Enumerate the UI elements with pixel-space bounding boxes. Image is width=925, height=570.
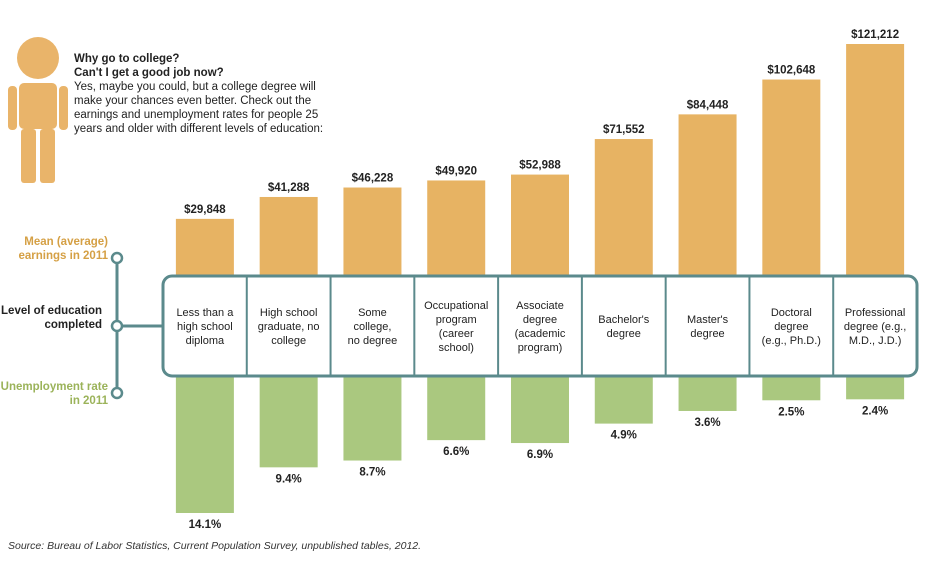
education-level-line: degree	[607, 328, 641, 340]
intro-question-1: Why go to college?	[74, 53, 180, 65]
connector-node	[110, 319, 124, 333]
connector-node	[110, 386, 124, 400]
earnings-value-label: $41,288	[268, 182, 310, 194]
earnings-value-label: $84,448	[687, 99, 729, 111]
education-level-category: Professional degree (e.g., M.D., J.D.)	[844, 307, 906, 347]
unemployment-value-label: 9.4%	[276, 473, 302, 485]
unemployment-bars: 14.1% 9.4% 8.7% 6.6% 6.9% 4.9% 3.6% 2.5% 2.4%	[175, 376, 905, 531]
earnings-bar	[175, 218, 234, 276]
earnings-bar	[427, 180, 486, 276]
education-level-label: Level of education completed	[1, 305, 102, 331]
education-level-line: no degree	[348, 335, 398, 347]
intro-text: Why go to college? Can't I get a good jo…	[74, 52, 334, 136]
education-level-line: degree (e.g.,	[844, 321, 906, 333]
education-level-category: Some college, no degree	[348, 307, 398, 347]
education-box-frame	[161, 274, 919, 378]
education-level-line: Less than a	[176, 307, 234, 319]
education-level-line: Professional	[845, 307, 906, 319]
unemployment-bar	[846, 376, 905, 400]
earnings-bars: $29,848 $41,288 $46,228 $49,920 $52,988 $71,5…	[175, 29, 905, 277]
education-level-line: diploma	[186, 335, 225, 347]
education-level-line: graduate, no	[258, 321, 320, 333]
unemployment-value-label: 4.9%	[611, 430, 637, 442]
education-level-category: Occupational program (career school)	[424, 300, 488, 354]
unemployment-value-label: 6.9%	[527, 449, 553, 461]
unemployment-bar	[175, 376, 234, 513]
education-level-line: (academic	[515, 328, 566, 340]
earnings-value-label: $102,648	[767, 65, 816, 77]
earnings-bar	[846, 44, 905, 276]
education-level-line: Master's	[687, 314, 729, 326]
unemployment-value-label: 6.6%	[443, 446, 469, 458]
education-level-line: Doctoral	[771, 307, 812, 319]
earnings-bar	[511, 174, 569, 276]
unemployment-bar	[343, 376, 402, 461]
unemployment-value-label: 8.7%	[359, 467, 385, 479]
education-level-line: degree	[523, 314, 557, 326]
earnings-value-label: $29,848	[184, 204, 226, 216]
earnings-bar	[259, 196, 318, 276]
unemployment-value-label: 2.4%	[862, 405, 888, 417]
education-level-category: High school graduate, no college	[258, 307, 320, 347]
intro-body: Yes, maybe you could, but a college degr…	[74, 81, 324, 135]
unemployment-axis-label: Unemployment rate in 2011	[0, 381, 108, 407]
person-right-leg	[40, 129, 55, 183]
person-right-arm	[59, 86, 68, 130]
education-level-category: Less than a high school diploma	[176, 307, 234, 347]
unemployment-value-label: 14.1%	[189, 519, 222, 531]
earnings-value-label: $121,212	[851, 29, 899, 41]
unemployment-bar	[259, 376, 318, 468]
earnings-axis-label: Mean (average) earnings in 2011	[18, 236, 109, 262]
source-note: Source: Bureau of Labor Statistics, Curr…	[8, 540, 422, 552]
education-level-line: (career	[439, 328, 474, 340]
education-level-line: Bachelor's	[598, 314, 650, 326]
unemployment-bar	[427, 376, 486, 441]
education-level-category: Associate degree (academic program)	[515, 300, 566, 354]
earnings-value-label: $49,920	[435, 165, 477, 177]
person-left-arm	[8, 86, 17, 130]
education-level-box: Less than a high school diploma High school…	[161, 274, 919, 378]
unemployment-value-label: 2.5%	[778, 406, 804, 418]
person-head	[17, 37, 59, 79]
education-level-line: college	[271, 335, 306, 347]
label-connectors	[110, 251, 163, 400]
education-level-line: (e.g., Ph.D.)	[762, 335, 821, 347]
education-level-line: program	[436, 314, 477, 326]
person-icon	[8, 37, 68, 183]
unemployment-bar	[762, 376, 821, 401]
education-level-line: High school	[260, 307, 317, 319]
unemployment-value-label: 3.6%	[694, 417, 720, 429]
unemployment-bar	[594, 376, 653, 424]
intro-question-2: Can't I get a good job now?	[74, 67, 224, 79]
unemployment-bar	[678, 376, 737, 411]
earnings-bar	[678, 114, 737, 276]
earnings-value-label: $71,552	[603, 124, 645, 136]
education-level-line: high school	[177, 321, 233, 333]
education-level-line: degree	[690, 328, 724, 340]
earnings-value-label: $52,988	[519, 160, 561, 172]
person-left-leg	[21, 129, 36, 183]
earnings-bar	[594, 139, 653, 276]
person-torso	[19, 83, 57, 129]
education-level-category: Doctoral degree (e.g., Ph.D.)	[762, 307, 821, 347]
earnings-value-label: $46,228	[352, 173, 394, 185]
education-level-line: M.D., J.D.)	[849, 335, 902, 347]
education-level-line: degree	[774, 321, 808, 333]
education-level-category: Master's degree	[687, 314, 729, 340]
education-level-category: Bachelor's degree	[598, 314, 650, 340]
unemployment-bar	[511, 376, 569, 444]
education-level-line: program)	[518, 342, 563, 354]
education-level-line: Some	[358, 307, 387, 319]
earnings-bar	[762, 79, 821, 277]
education-level-line: Associate	[516, 300, 564, 312]
education-level-line: school)	[438, 342, 473, 354]
education-level-line: Occupational	[424, 300, 488, 312]
earnings-bar	[343, 187, 402, 276]
education-level-line: college,	[353, 321, 391, 333]
connector-node	[110, 251, 124, 265]
